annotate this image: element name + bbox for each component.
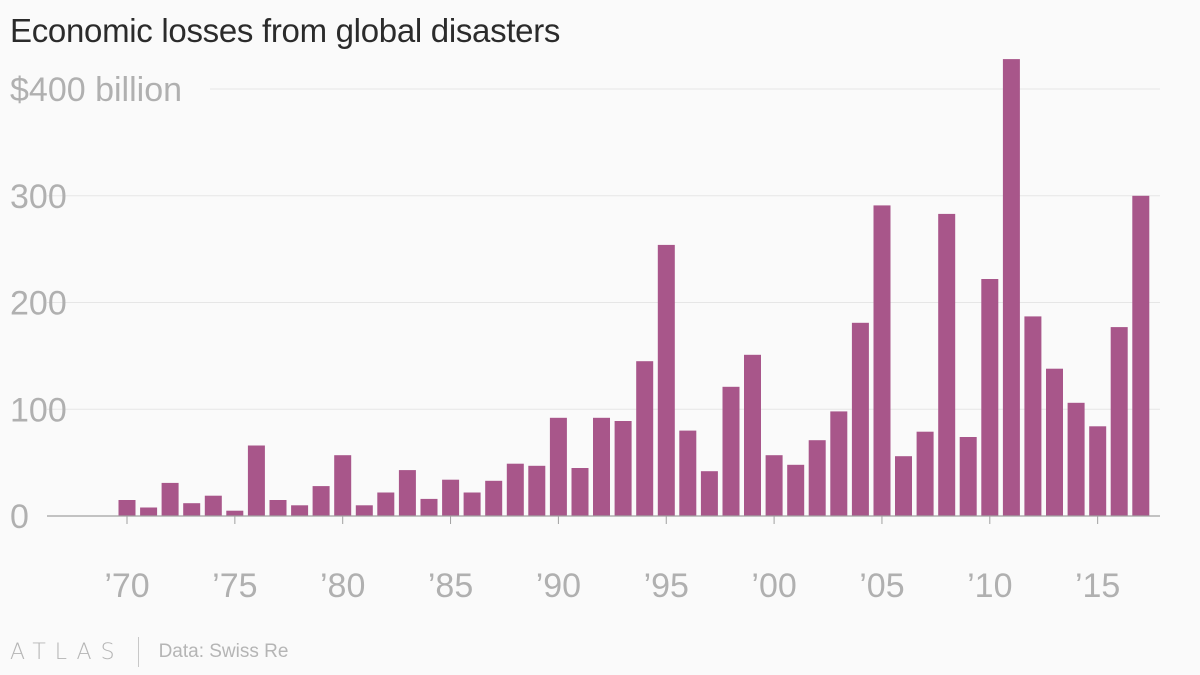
x-tick-label: ’85	[428, 567, 473, 605]
bar-1995	[657, 244, 675, 516]
bar-1977	[269, 500, 287, 516]
bar-1997	[700, 471, 718, 516]
bar-1976	[247, 445, 265, 516]
bar-1992	[593, 417, 610, 516]
bar-2016	[1110, 327, 1128, 516]
bar-1980	[334, 455, 352, 516]
y-tick-label: 0	[10, 498, 29, 536]
bar-1973	[183, 503, 201, 516]
x-tick-label: ’15	[1075, 567, 1120, 605]
x-tick-label: ’00	[751, 567, 796, 605]
bar-2004	[851, 322, 869, 516]
x-axis-labels: ’70 ’75 ’80 ’85 ’90 ’95 ’00 ’05 ’10 ’15	[104, 516, 1120, 605]
bar-1993	[614, 421, 632, 516]
footer: ATLAS Data: Swiss Re	[10, 637, 288, 667]
bar-1979	[312, 486, 330, 516]
x-tick-label: ’80	[320, 567, 365, 605]
bar-1987	[485, 480, 503, 516]
bar-2008	[938, 213, 956, 516]
bar-1975	[226, 510, 244, 516]
bar-2011	[1002, 59, 1020, 516]
bar-2015	[1089, 426, 1107, 516]
footer-divider	[137, 637, 139, 667]
bar-2006	[895, 456, 912, 516]
bar-2012	[1024, 316, 1042, 516]
y-tick-label: 100	[10, 391, 67, 429]
bar-1988	[506, 463, 524, 516]
bar-1972	[161, 482, 179, 516]
y-tick-label: 200	[10, 285, 67, 323]
x-tick-label: ’90	[536, 567, 581, 605]
bar-1990	[549, 417, 567, 516]
bar-1986	[463, 492, 481, 516]
bar-1971	[140, 507, 158, 516]
bar-2002	[808, 440, 826, 516]
bar-1999	[744, 354, 761, 516]
chart-title: Economic losses from global disasters	[10, 12, 561, 49]
bar-2017	[1132, 195, 1150, 517]
bar-1978	[291, 505, 309, 516]
x-tick-label: ’10	[967, 567, 1012, 605]
bar-1991	[571, 468, 589, 516]
gridlines	[47, 88, 1160, 410]
atlas-logo: ATLAS	[10, 639, 124, 665]
bar-1994	[636, 361, 654, 516]
bar-1998	[722, 386, 740, 516]
bar-1985	[442, 479, 460, 516]
bar-2009	[959, 437, 977, 516]
bar-1996	[679, 430, 697, 516]
bars	[118, 59, 1150, 517]
y-axis-labels: 0 100 200 300 $400 billion	[10, 71, 182, 536]
bar-2000	[765, 455, 783, 516]
x-tick-label: ’95	[644, 567, 689, 605]
bar-1970	[118, 500, 136, 516]
bar-1984	[420, 498, 438, 516]
bar-2003	[830, 411, 848, 516]
x-tick-label: ’05	[859, 567, 904, 605]
bar-2014	[1067, 402, 1085, 516]
y-tick-label: $400 billion	[10, 71, 182, 109]
bar-2001	[787, 464, 805, 516]
x-tick-label: ’75	[212, 567, 257, 605]
bar-2005	[873, 205, 891, 516]
x-tick-label: ’70	[104, 567, 149, 605]
bar-1974	[204, 495, 222, 516]
bar-1989	[528, 465, 546, 516]
data-source: Data: Swiss Re	[158, 641, 289, 662]
bar-1982	[377, 492, 395, 516]
bar-2013	[1046, 368, 1063, 516]
bar-1981	[355, 505, 373, 516]
y-tick-label: 300	[10, 178, 67, 216]
bar-1983	[398, 470, 416, 516]
bar-2010	[981, 279, 999, 516]
bar-2007	[916, 431, 934, 516]
